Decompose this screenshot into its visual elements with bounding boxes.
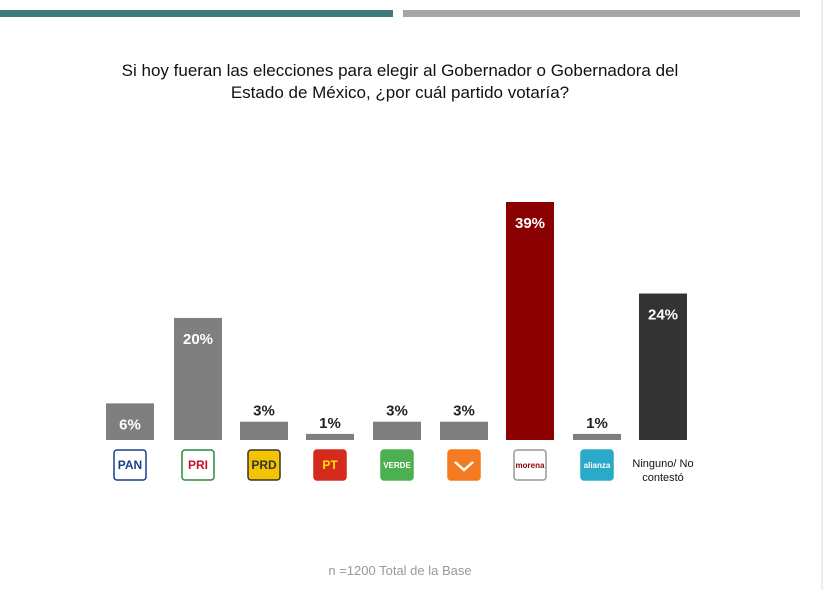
category-label: PRD — [251, 458, 277, 472]
bar — [174, 317, 222, 440]
bar — [506, 202, 554, 440]
category-label: VERDE — [383, 461, 411, 470]
category-label: PRI — [188, 458, 208, 472]
bar — [373, 421, 421, 440]
party-logo — [513, 449, 547, 481]
header-bar — [403, 10, 800, 17]
bar — [106, 403, 154, 440]
category-label: PAN — [118, 458, 142, 472]
party-logo — [247, 449, 281, 481]
category-label: morena — [516, 461, 545, 470]
bar — [440, 421, 488, 440]
party-logo — [580, 449, 614, 481]
value-label: 3% — [253, 403, 275, 420]
bar — [240, 421, 288, 440]
value-label: 3% — [453, 403, 475, 420]
value-label: 20% — [183, 331, 213, 348]
party-logo — [113, 449, 147, 481]
party-logo — [380, 449, 414, 481]
bar — [573, 433, 621, 440]
category-label: PT — [322, 458, 338, 472]
value-label: 6% — [119, 416, 141, 433]
party-logo — [181, 449, 215, 481]
logo-icon — [454, 461, 474, 472]
footnote: n =1200 Total de la Base — [328, 563, 472, 578]
value-label: 3% — [386, 403, 408, 420]
party-logo — [447, 449, 481, 481]
bar — [306, 433, 354, 440]
chart-title: Si hoy fueran las elecciones para elegir… — [121, 61, 679, 102]
bar — [639, 293, 687, 440]
category-label: alianza — [584, 461, 611, 470]
value-label: 39% — [515, 215, 545, 232]
party-logo — [313, 449, 347, 481]
header-bar — [0, 10, 393, 17]
value-label: 24% — [648, 307, 678, 324]
value-label: 1% — [319, 415, 341, 432]
value-label: 1% — [586, 415, 608, 432]
category-label: Ninguno/ No contestó — [632, 458, 694, 484]
